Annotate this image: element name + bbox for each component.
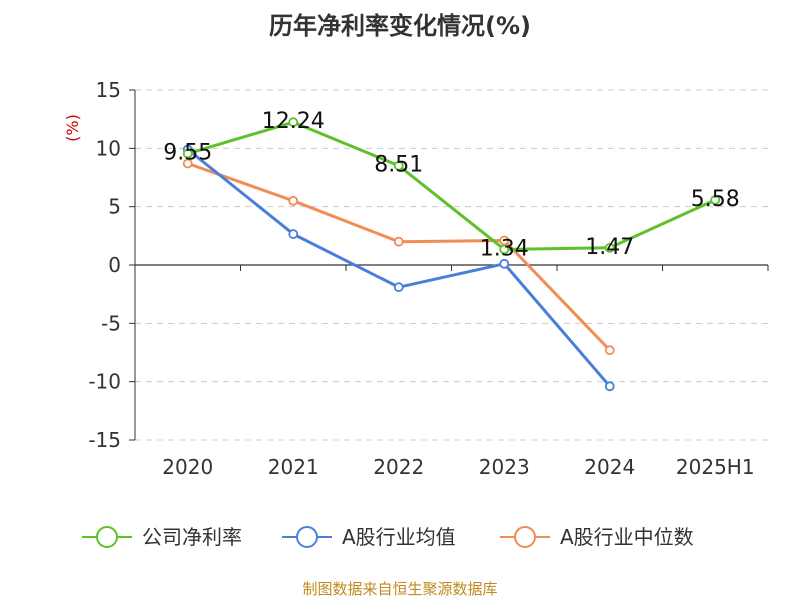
legend[interactable]: 公司净利率 A股行业均值 A股行业中位数: [82, 525, 694, 549]
y-tick-label: -15: [88, 428, 121, 452]
data-point: [710, 194, 721, 205]
data-label: 1.47: [585, 235, 634, 260]
y-tick-label: 15: [96, 78, 121, 102]
data-label: 1.34: [480, 236, 529, 261]
data-label: 5.58: [691, 187, 740, 212]
y-axis-unit: (%): [63, 114, 82, 142]
x-tick-label: 2020: [162, 455, 213, 479]
data-point: [393, 160, 404, 171]
source-note: 制图数据来自恒生聚源数据库: [302, 580, 497, 598]
y-tick-label: 5: [108, 195, 121, 219]
data-point: [604, 381, 615, 392]
data-point: [182, 148, 193, 159]
legend-marker: [96, 526, 118, 548]
data-label: 9.55: [163, 141, 212, 166]
y-tick-label: 10: [96, 136, 121, 160]
data-point: [499, 258, 510, 269]
legend-label: 公司净利率: [142, 525, 242, 549]
data-point: [604, 345, 615, 356]
x-tick-label: 2023: [479, 455, 530, 479]
data-point: [288, 229, 299, 239]
series-lines: [182, 117, 721, 392]
data-point: [393, 282, 404, 293]
data-point: [393, 236, 404, 247]
series-line-0: [187, 120, 716, 251]
y-tick-label: -5: [101, 311, 121, 335]
legend-marker: [514, 526, 536, 548]
y-tick-label: -10: [88, 370, 121, 394]
data-point: [288, 195, 299, 206]
x-tick-label: 2024: [584, 455, 635, 479]
data-point: [288, 117, 299, 128]
legend-label: A股行业中位数: [560, 525, 694, 549]
x-tick-label: 2021: [268, 455, 319, 479]
data-point: [604, 242, 615, 253]
chart-title: 历年净利率变化情况(%): [269, 12, 531, 40]
data-point: [182, 158, 193, 169]
data-labels: 9.55 12.24 8.51 1.34 1.47 5.58: [163, 109, 739, 261]
data-point: [499, 244, 510, 255]
data-label: 8.51: [374, 153, 423, 178]
x-tick-label: 2022: [373, 455, 424, 479]
data-label: 12.24: [262, 109, 325, 134]
y-tick-label: 0: [108, 253, 121, 277]
legend-marker: [296, 526, 318, 548]
x-tick-label: 2025H1: [676, 455, 755, 479]
axes: 15 10 5 0 -5 -10 -15 2020 2021 2022 2023 2024 2025H1: [88, 78, 769, 479]
series-line-2: [187, 162, 611, 352]
legend-label: A股行业均值: [342, 525, 456, 549]
